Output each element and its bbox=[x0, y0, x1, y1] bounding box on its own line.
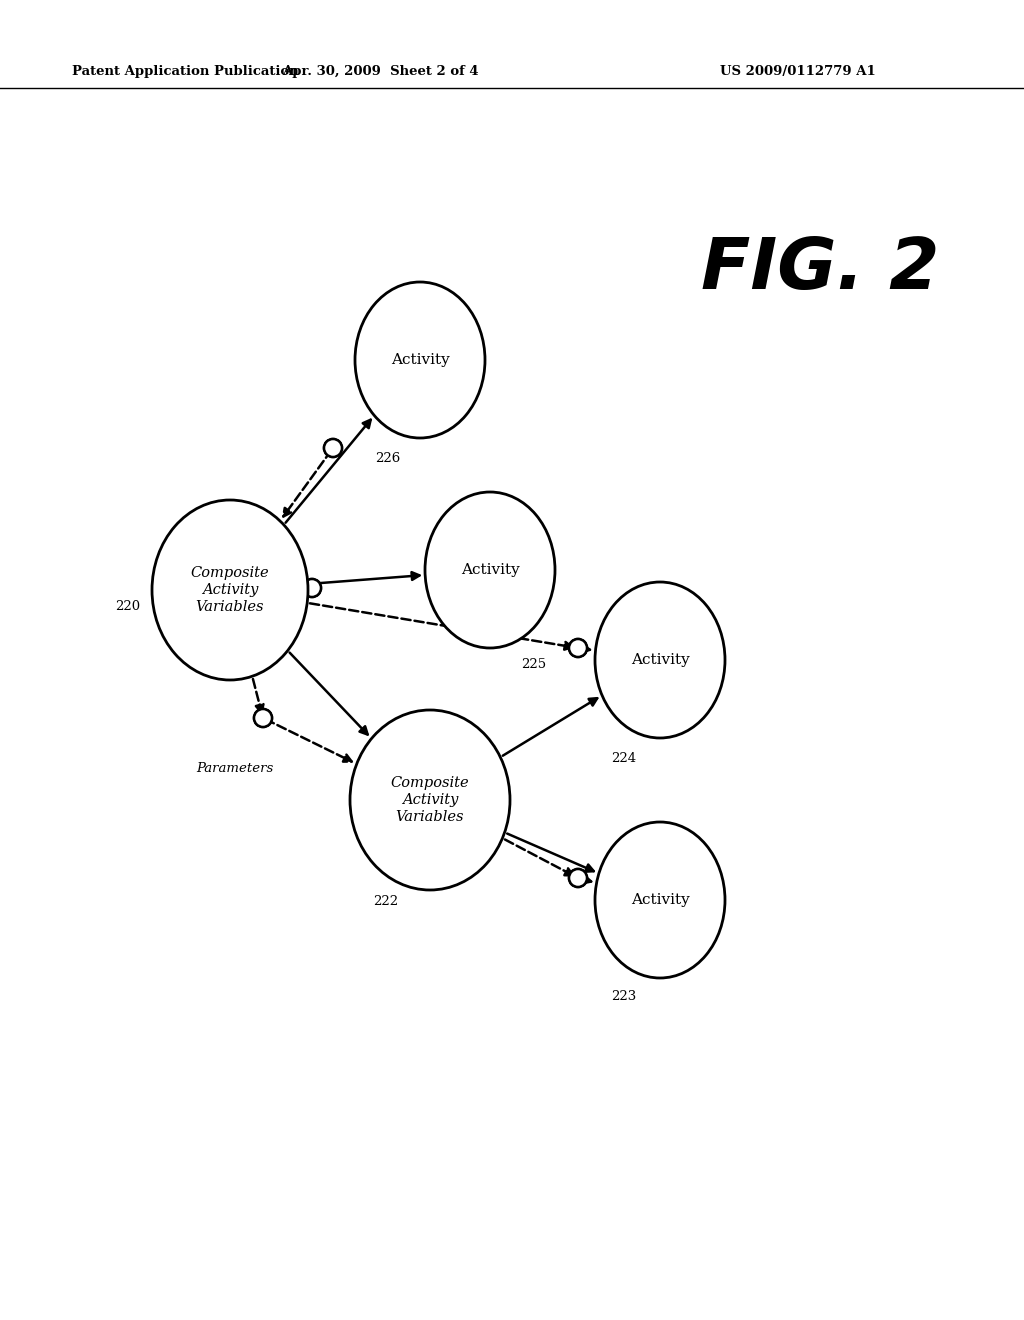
Text: 224: 224 bbox=[611, 752, 636, 766]
Circle shape bbox=[303, 579, 321, 597]
Ellipse shape bbox=[355, 282, 485, 438]
Circle shape bbox=[324, 440, 342, 457]
Text: 222: 222 bbox=[373, 895, 398, 908]
Circle shape bbox=[569, 639, 587, 657]
Text: FIG. 2: FIG. 2 bbox=[700, 235, 939, 305]
Ellipse shape bbox=[595, 822, 725, 978]
Text: Activity: Activity bbox=[390, 352, 450, 367]
Text: Activity: Activity bbox=[461, 564, 519, 577]
Text: 226: 226 bbox=[375, 451, 400, 465]
Circle shape bbox=[569, 869, 587, 887]
Circle shape bbox=[254, 709, 272, 727]
Text: Composite
Activity
Variables: Composite Activity Variables bbox=[391, 776, 469, 824]
Text: US 2009/0112779 A1: US 2009/0112779 A1 bbox=[720, 66, 876, 78]
Ellipse shape bbox=[152, 500, 308, 680]
Ellipse shape bbox=[595, 582, 725, 738]
Text: 220: 220 bbox=[115, 601, 140, 612]
Text: 225: 225 bbox=[521, 657, 546, 671]
Circle shape bbox=[569, 869, 587, 887]
Text: 223: 223 bbox=[611, 990, 636, 1003]
Circle shape bbox=[303, 579, 321, 597]
Text: Apr. 30, 2009  Sheet 2 of 4: Apr. 30, 2009 Sheet 2 of 4 bbox=[282, 66, 478, 78]
Ellipse shape bbox=[425, 492, 555, 648]
Ellipse shape bbox=[350, 710, 510, 890]
Text: Composite
Activity
Variables: Composite Activity Variables bbox=[190, 566, 269, 614]
Text: Patent Application Publication: Patent Application Publication bbox=[72, 66, 299, 78]
Circle shape bbox=[569, 639, 587, 657]
Text: Activity: Activity bbox=[631, 894, 689, 907]
Text: Parameters: Parameters bbox=[196, 762, 273, 775]
Circle shape bbox=[324, 440, 342, 457]
Circle shape bbox=[254, 709, 272, 727]
Text: Activity: Activity bbox=[631, 653, 689, 667]
